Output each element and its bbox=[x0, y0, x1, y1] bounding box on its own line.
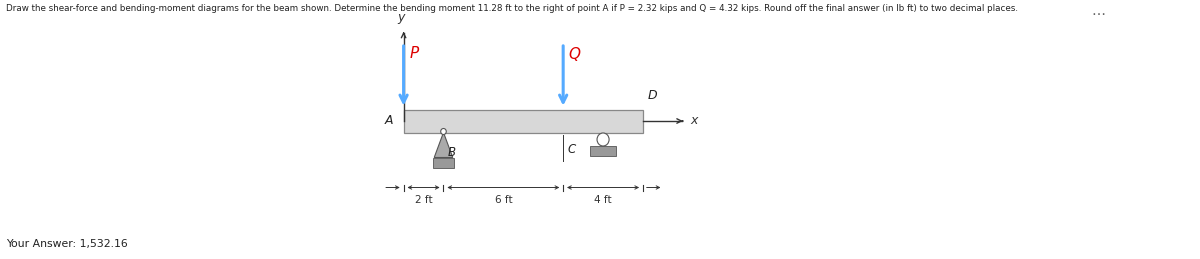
Text: $C$: $C$ bbox=[566, 142, 577, 155]
Bar bbox=[433, 157, 454, 168]
Text: $D$: $D$ bbox=[647, 89, 658, 102]
Text: Draw the shear-force and bending-moment diagrams for the beam shown. Determine t: Draw the shear-force and bending-moment … bbox=[6, 4, 1018, 13]
Bar bbox=[403, 110, 643, 133]
Text: 4 ft: 4 ft bbox=[594, 195, 612, 205]
Circle shape bbox=[598, 133, 610, 146]
Text: $P$: $P$ bbox=[409, 45, 420, 61]
Text: $B$: $B$ bbox=[448, 147, 456, 160]
Text: Your Answer: 1,532.16: Your Answer: 1,532.16 bbox=[6, 239, 127, 249]
Polygon shape bbox=[434, 133, 452, 157]
Text: $x$: $x$ bbox=[690, 113, 700, 126]
Circle shape bbox=[440, 128, 446, 134]
Text: $A$: $A$ bbox=[384, 113, 395, 126]
Bar bbox=[590, 146, 616, 156]
Text: $Q$: $Q$ bbox=[568, 45, 581, 63]
Text: 6 ft: 6 ft bbox=[494, 195, 512, 205]
Text: $y$: $y$ bbox=[397, 12, 407, 26]
Text: …: … bbox=[1092, 4, 1105, 18]
Text: 2 ft: 2 ft bbox=[415, 195, 432, 205]
